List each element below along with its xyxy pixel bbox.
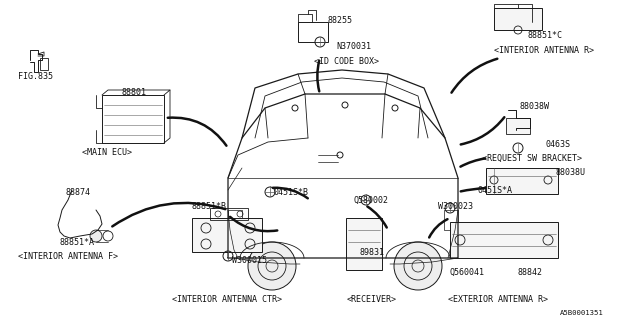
Text: 88038U: 88038U xyxy=(556,168,586,177)
Bar xyxy=(192,218,262,252)
Bar xyxy=(506,118,530,134)
Text: FIG.835: FIG.835 xyxy=(18,72,53,81)
Text: <MAIN ECU>: <MAIN ECU> xyxy=(82,148,132,157)
Circle shape xyxy=(394,242,442,290)
Bar xyxy=(444,210,458,230)
Bar xyxy=(494,8,542,30)
Bar xyxy=(486,168,558,194)
Text: <ID CODE BOX>: <ID CODE BOX> xyxy=(314,57,379,66)
Text: 88038W: 88038W xyxy=(520,102,550,111)
Text: 88255: 88255 xyxy=(328,16,353,25)
Text: 88851*B: 88851*B xyxy=(192,202,227,211)
Text: 89831: 89831 xyxy=(360,248,385,257)
Bar xyxy=(102,95,164,143)
Circle shape xyxy=(248,242,296,290)
Text: Q580002: Q580002 xyxy=(354,196,389,205)
Text: <INTERIOR ANTENNA CTR>: <INTERIOR ANTENNA CTR> xyxy=(172,295,282,304)
Text: A5B0001351: A5B0001351 xyxy=(560,310,604,316)
Text: <EXTERIOR ANTENNA R>: <EXTERIOR ANTENNA R> xyxy=(448,295,548,304)
Bar xyxy=(346,218,382,270)
Text: 88842: 88842 xyxy=(518,268,543,277)
Bar xyxy=(228,210,242,230)
Text: 88851*A: 88851*A xyxy=(60,238,95,247)
Text: 88851*C: 88851*C xyxy=(528,31,563,40)
Text: Q560041: Q560041 xyxy=(450,268,485,277)
Text: 88801: 88801 xyxy=(122,88,147,97)
Text: N370031: N370031 xyxy=(336,42,371,51)
Text: <INTERIOR ANTENNA F>: <INTERIOR ANTENNA F> xyxy=(18,252,118,261)
Text: W300023: W300023 xyxy=(438,202,473,211)
Bar xyxy=(40,58,48,70)
Circle shape xyxy=(90,230,102,242)
Text: W300015: W300015 xyxy=(232,256,267,265)
Text: 0451S*B: 0451S*B xyxy=(274,188,309,197)
Text: <RECEIVER>: <RECEIVER> xyxy=(347,295,397,304)
Text: <INTERIOR ANTENNA R>: <INTERIOR ANTENNA R> xyxy=(494,46,594,55)
Bar xyxy=(450,222,558,258)
Bar xyxy=(298,22,328,42)
Text: 0463S: 0463S xyxy=(545,140,570,149)
Text: 0451S*A: 0451S*A xyxy=(478,186,513,195)
Text: 88874: 88874 xyxy=(66,188,91,197)
Text: <REQUEST SW BRACKET>: <REQUEST SW BRACKET> xyxy=(482,154,582,163)
Bar xyxy=(210,208,248,220)
